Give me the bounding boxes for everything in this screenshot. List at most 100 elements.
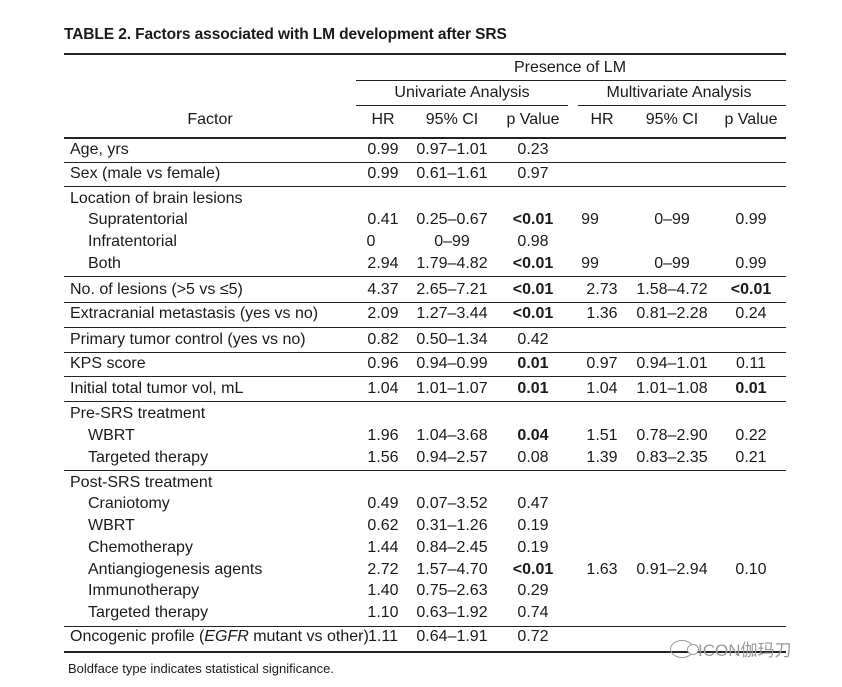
presence-header: Presence of LM [513,59,627,76]
value-cell-u-p: <0.01 [512,255,554,272]
row-rule [64,327,786,328]
uni-p-header: p Value [506,111,560,128]
value-cell-m-p: 0.21 [735,449,767,466]
value-cell-u-hr: 0.41 [367,211,399,228]
value-cell-m-p: 0.99 [735,255,767,272]
value-cell-u-p: 0.42 [517,331,549,348]
value-cell-u-ci: 1.27–3.44 [416,305,488,322]
gene-name: EGFR [204,628,249,645]
value-cell-m-ci: 0.94–1.01 [636,355,708,372]
value-cell-u-p: <0.01 [512,305,554,322]
row-rule [64,470,786,471]
value-cell-u-ci: 0.75–2.63 [416,582,488,599]
value-cell-u-ci: 0.61–1.61 [416,165,488,182]
factor-cell: Age, yrs [70,141,129,158]
value-cell-u-hr: 0.49 [367,495,399,512]
factor-cell: KPS score [70,355,146,372]
factor-header: Factor [187,111,233,128]
value-cell-m-hr: 99 [581,211,599,228]
factor-cell: Post-SRS treatment [70,474,213,491]
value-cell-m-ci: 0.91–2.94 [636,561,708,578]
value-cell-m-ci: 0.83–2.35 [636,449,708,466]
value-cell-u-hr: 0.96 [367,355,399,372]
factor-cell: No. of lesions (>5 vs ≤5) [70,281,243,298]
value-cell-u-ci: 0.97–1.01 [416,141,488,158]
factor-cell: WBRT [88,427,135,444]
factor-cell: Pre-SRS treatment [70,405,206,422]
value-cell-u-hr: 2.72 [367,561,399,578]
watermark-text: ICON伽玛刀 [698,641,792,660]
multivariate-header: Multivariate Analysis [606,84,752,101]
multi-hr-header: HR [590,111,614,128]
factor-cell: Supratentorial [88,211,188,228]
value-cell-m-p: 0.10 [735,561,767,578]
value-cell-u-ci: 0–99 [434,233,470,250]
value-cell-u-p: 0.72 [517,628,549,645]
row-rule [64,302,786,303]
value-cell-m-p: 0.99 [735,211,767,228]
value-cell-m-hr: 1.36 [586,305,618,322]
top-rule [64,53,786,55]
value-cell-u-ci: 0.25–0.67 [416,211,488,228]
value-cell-m-hr: 1.39 [586,449,618,466]
value-cell-m-ci: 0–99 [654,211,690,228]
value-cell-u-p: 0.97 [517,165,549,182]
value-cell-m-p: 0.01 [735,380,767,397]
factor-cell: Location of brain lesions [70,190,243,207]
value-cell-u-p: 0.23 [517,141,549,158]
factor-cell: Both [88,255,121,272]
factor-cell: WBRT [88,517,135,534]
value-cell-m-hr: 0.97 [586,355,618,372]
value-cell-m-p: <0.01 [730,281,772,298]
value-cell-u-p: 0.04 [517,427,549,444]
value-cell-u-ci: 1.79–4.82 [416,255,488,272]
multi-ci-header: 95% CI [645,111,699,128]
row-rule [64,352,786,353]
value-cell-m-p: 0.22 [735,427,767,444]
value-cell-u-ci: 0.31–1.26 [416,517,488,534]
value-cell-m-ci: 0.81–2.28 [636,305,708,322]
row-rule [64,162,786,163]
value-cell-u-ci: 2.65–7.21 [416,281,488,298]
value-cell-u-ci: 0.63–1.92 [416,604,488,621]
value-cell-m-p: 0.11 [736,355,766,372]
value-cell-u-hr: 0.99 [367,165,399,182]
value-cell-u-ci: 1.04–3.68 [416,427,488,444]
factor-cell: Oncogenic profile (EGFR mutant vs other) [70,628,369,645]
value-cell-u-hr: 4.37 [367,281,399,298]
factor-cell: Targeted therapy [88,604,209,621]
value-cell-u-hr: 1.40 [367,582,399,599]
value-cell-u-p: <0.01 [512,281,554,298]
value-cell-u-ci: 0.07–3.52 [416,495,488,512]
multivariate-underline [578,105,786,106]
value-cell-m-hr: 2.73 [586,281,618,298]
value-cell-u-hr: 1.04 [367,380,399,397]
value-cell-u-p: 0.01 [517,380,549,397]
value-cell-m-hr: 1.04 [586,380,618,397]
value-cell-u-p: 0.29 [517,582,549,599]
univariate-underline [356,105,568,106]
value-cell-m-hr: 99 [581,255,599,272]
factor-cell: Antiangiogenesis agents [88,561,263,578]
table-title: TABLE 2. Factors associated with LM deve… [64,26,507,43]
factor-cell: Infratentorial [88,233,177,250]
presence-underline [356,80,786,81]
value-cell-u-p: 0.19 [517,539,549,556]
factor-cell: Initial total tumor vol, mL [70,380,244,397]
value-cell-u-p: <0.01 [512,211,554,228]
row-rule [64,626,786,627]
value-cell-m-ci: 1.01–1.08 [636,380,708,397]
value-cell-u-hr: 0.99 [367,141,399,158]
row-rule [64,651,786,653]
value-cell-u-ci: 1.01–1.07 [416,380,488,397]
value-cell-u-hr: 1.11 [368,628,398,645]
value-cell-u-p: 0.74 [517,604,549,621]
row-rule [64,186,786,187]
univariate-header: Univariate Analysis [394,84,530,101]
value-cell-u-p: 0.98 [517,233,549,250]
value-cell-u-ci: 1.57–4.70 [416,561,488,578]
row-rule [64,376,786,377]
value-cell-u-p: <0.01 [512,561,554,578]
value-cell-u-ci: 0.94–0.99 [416,355,488,372]
multi-p-header: p Value [724,111,778,128]
